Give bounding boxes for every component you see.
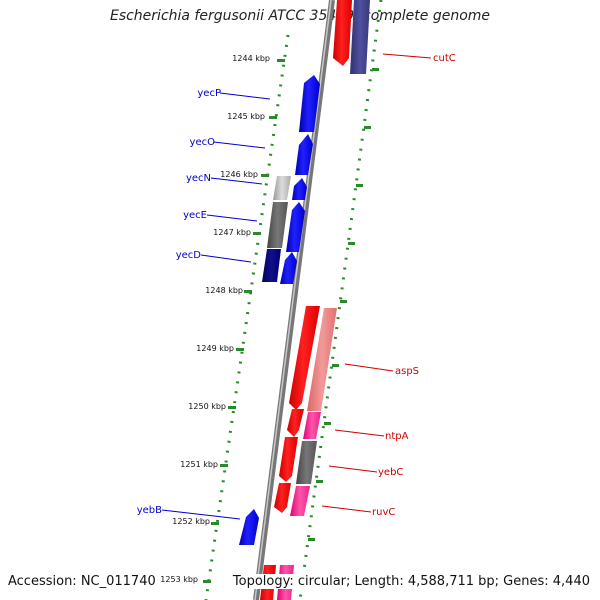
map-title: Escherichia fergusonii ATCC 35469, compl… <box>109 8 491 24</box>
leader-line <box>328 465 378 473</box>
gene-label-yebB: yebB <box>137 505 162 516</box>
leader-line <box>321 505 372 513</box>
gene-label-yecP: yecP <box>197 88 221 99</box>
gene-arrow-yebB <box>239 509 259 545</box>
leader-line <box>213 141 266 149</box>
tick-mark <box>228 406 236 409</box>
gene-label-yecE: yecE <box>183 210 207 221</box>
leader-line <box>206 214 258 222</box>
tick-mark <box>261 174 269 177</box>
feature-pink <box>303 412 321 439</box>
ruler-labels: 1244 kbp 1245 kbp 1246 kbp 1247 kbp 1248… <box>160 54 270 584</box>
feature-gray <box>296 441 317 484</box>
feature-pink <box>290 486 310 516</box>
gene-arrow-yebC <box>279 437 298 482</box>
gene-label-ruvC: ruvC <box>372 507 395 518</box>
leader-line <box>344 363 394 372</box>
feature-gray <box>267 202 288 248</box>
tick-mark <box>332 364 339 367</box>
tick-mark <box>340 300 347 303</box>
tick-mark <box>203 580 211 583</box>
topology-text: Topology: circular; Length: 4,588,711 bp… <box>232 574 590 589</box>
ruler-ticks <box>203 59 379 583</box>
leader-line <box>219 92 271 100</box>
gene-label-yecO: yecO <box>190 137 216 148</box>
tick-mark <box>277 59 285 62</box>
tick-mark <box>269 116 277 119</box>
gene-label-aspS: aspS <box>395 366 419 377</box>
gene-label-ntpA: ntpA <box>385 431 409 442</box>
feature-navy <box>262 249 281 282</box>
gene-arrow-cutC <box>333 0 352 66</box>
gene-label-yecN: yecN <box>186 173 211 184</box>
gene-arrow-yecE <box>286 202 305 252</box>
forward-strand-features <box>239 75 320 545</box>
feature-light-red <box>307 308 337 411</box>
tick-label: 1245 kbp <box>227 112 265 121</box>
gene-arrow-yecP <box>299 75 320 132</box>
tick-mark <box>220 464 228 467</box>
tick-mark <box>324 422 331 425</box>
accession-text: Accession: NC_011740 <box>8 574 156 589</box>
gene-label-cutC: cutC <box>433 53 456 64</box>
tick-mark <box>316 480 323 483</box>
leader-line <box>161 509 241 520</box>
tick-label: 1248 kbp <box>205 286 243 295</box>
tick-mark <box>308 538 315 541</box>
forward-gene-labels: yecP yecO yecN yecE yecD yebB <box>137 88 271 520</box>
gene-arrow-yecD <box>280 252 297 284</box>
tick-label: 1251 kbp <box>180 460 218 469</box>
leader-line <box>382 53 432 59</box>
gene-arrow-yecO <box>295 134 313 175</box>
leader-line <box>200 254 252 263</box>
tick-mark <box>348 242 355 245</box>
leader-line <box>334 429 385 437</box>
feature-purple <box>350 0 370 74</box>
backbone-line <box>253 0 335 600</box>
leader-line <box>210 177 263 185</box>
tick-label: 1246 kbp <box>220 170 258 179</box>
tick-mark <box>211 522 219 525</box>
tick-label: 1253 kbp <box>160 575 198 584</box>
reverse-strand-features <box>260 0 370 600</box>
tick-mark <box>364 126 371 129</box>
tick-label: 1252 kbp <box>172 517 210 526</box>
gene-label-yebC: yebC <box>378 467 403 478</box>
tick-label: 1249 kbp <box>196 344 234 353</box>
gene-label-yecD: yecD <box>176 250 202 261</box>
backbone-highlight <box>254 0 332 600</box>
ruler-line-outer <box>298 0 383 600</box>
tick-mark <box>253 232 261 235</box>
gene-arrow-aspS <box>289 306 320 410</box>
tick-mark <box>236 348 244 351</box>
tick-mark <box>244 290 252 293</box>
reverse-gene-labels: cutC aspS ntpA yebC ruvC <box>321 53 456 518</box>
gene-arrow-ntpA <box>287 409 304 437</box>
gene-arrow-ruvC <box>274 483 291 513</box>
tick-label: 1244 kbp <box>232 54 270 63</box>
tick-label: 1247 kbp <box>213 228 251 237</box>
gene-arrow-yecN <box>292 178 307 200</box>
tick-mark <box>356 184 363 187</box>
feature-gray-light <box>273 176 291 200</box>
tick-label: 1250 kbp <box>188 402 226 411</box>
tick-mark <box>372 68 379 71</box>
